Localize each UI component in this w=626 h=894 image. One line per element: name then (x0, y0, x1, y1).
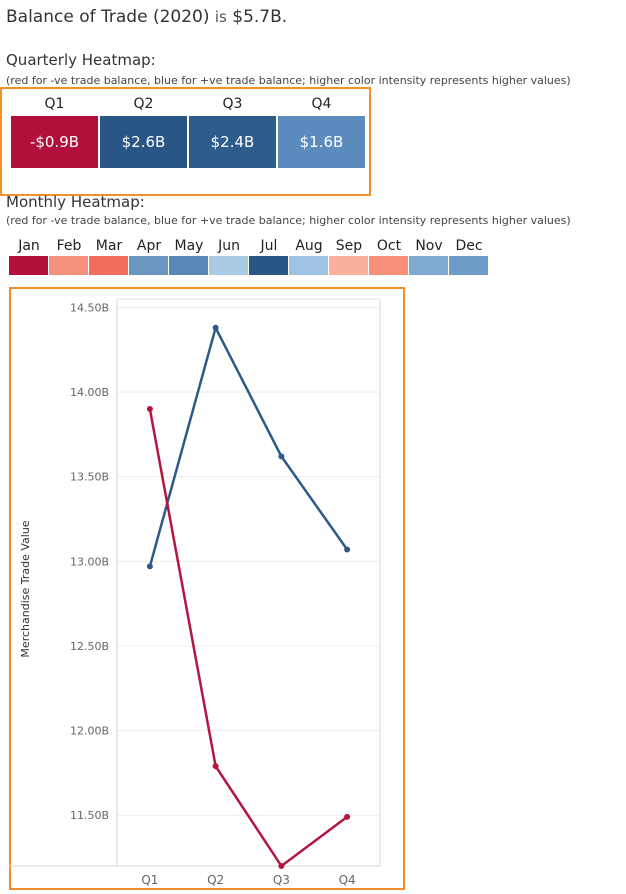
quarter-cell[interactable]: -$0.9B (10, 115, 99, 169)
month-cell[interactable] (89, 256, 129, 275)
data-point (344, 813, 351, 820)
month-cell[interactable] (369, 256, 409, 275)
y-tick-label: 13.50B (70, 471, 109, 484)
data-point (278, 453, 285, 460)
quarterly-heatmap-title: Quarterly Heatmap: (6, 51, 156, 69)
x-tick-label: Q2 (207, 873, 224, 887)
month-cell[interactable] (49, 256, 89, 275)
quarter-header: Q3 (222, 96, 243, 112)
data-point (344, 546, 351, 553)
quarter-cell[interactable]: $2.6B (99, 115, 188, 169)
monthly-heatmap-note: (red for -ve trade balance, blue for +ve… (6, 214, 571, 227)
data-point (212, 763, 219, 770)
month-header: Mar (95, 238, 123, 254)
month-header: May (174, 238, 204, 254)
monthly-heatmap-title: Monthly Heatmap: (6, 193, 145, 211)
y-tick-label: 12.00B (70, 725, 109, 738)
x-tick-label: Q3 (273, 873, 290, 887)
y-axis-label: Merchandise Trade Value (19, 520, 32, 657)
month-header: Feb (56, 238, 82, 254)
month-header: Oct (376, 238, 402, 254)
headline-is: is (214, 8, 227, 26)
headline-value: $5.7B. (232, 7, 288, 27)
month-cell[interactable] (289, 256, 329, 275)
month-header: Sep (335, 238, 363, 254)
quarterly-highlight-frame (0, 87, 371, 196)
y-tick-label: 11.50B (70, 809, 109, 822)
month-cell[interactable] (409, 256, 449, 275)
month-header: Nov (415, 238, 443, 254)
data-point (212, 324, 219, 331)
quarterly-heatmap-note: (red for -ve trade balance, blue for +ve… (6, 74, 571, 87)
data-point (146, 563, 153, 570)
y-tick-label: 14.00B (70, 386, 109, 399)
month-header: Jan (18, 238, 40, 254)
month-header: Aug (295, 238, 323, 254)
quarter-header: Q4 (311, 96, 332, 112)
month-header: Jul (260, 238, 278, 254)
month-cell[interactable] (9, 256, 49, 275)
y-tick-label: 12.50B (70, 640, 109, 653)
month-header: Apr (136, 238, 162, 254)
quarter-cell[interactable]: $2.4B (188, 115, 277, 169)
line-chart: Merchandise Trade Value 11.50B 12.00B 12.5… (9, 298, 381, 887)
month-header: Dec (455, 238, 483, 254)
line-chart-container: Merchandise Trade Value 11.50B 12.00B 12.5… (9, 287, 405, 890)
chart-highlight-frame (9, 287, 405, 890)
month-header: Jun (218, 238, 240, 254)
month-cell[interactable] (209, 256, 249, 275)
quarter-cell[interactable]: $1.6B (277, 115, 366, 169)
y-tick-label: 14.50B (70, 301, 109, 314)
series-line (148, 408, 348, 868)
y-tick-label: 13.00B (70, 555, 109, 568)
data-point (278, 863, 285, 869)
quarter-header: Q2 (133, 96, 154, 112)
month-cell[interactable] (129, 256, 169, 275)
data-point (146, 406, 153, 413)
page-headline: Balance of Trade (2020) is $5.7B. (6, 7, 287, 27)
x-tick-label: Q4 (339, 873, 356, 887)
month-cell[interactable] (249, 256, 289, 275)
month-cell[interactable] (329, 256, 369, 275)
series-line (148, 326, 349, 567)
month-cell[interactable] (169, 256, 209, 275)
headline-prefix: Balance of Trade (2020) (6, 7, 210, 27)
quarter-header: Q1 (44, 96, 65, 112)
month-cell[interactable] (449, 256, 489, 275)
x-tick-label: Q1 (141, 873, 158, 887)
